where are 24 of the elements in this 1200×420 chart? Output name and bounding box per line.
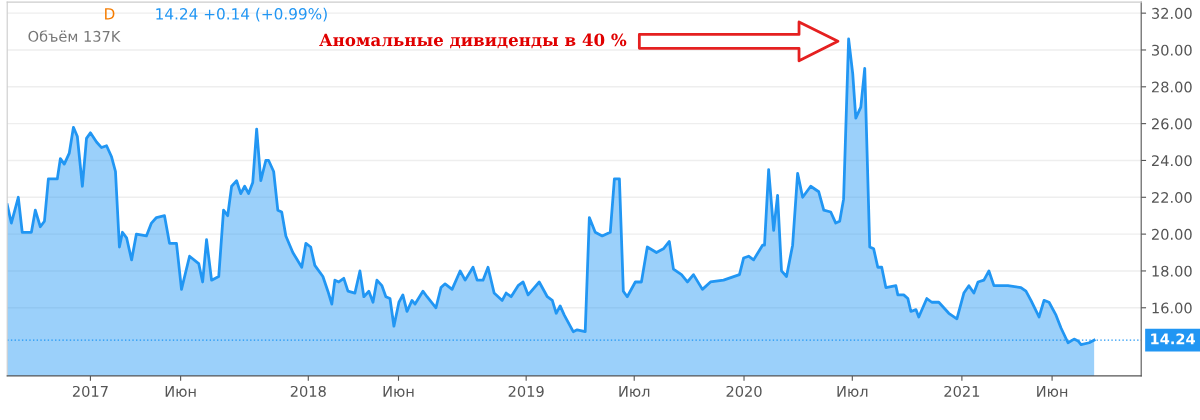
x-tick-label: 2017 [72, 385, 108, 397]
x-tick-label: 2019 [508, 385, 544, 397]
x-tick-label: Июл [837, 386, 868, 397]
x-tick-label: 2021 [944, 385, 980, 397]
x-tick-label: Июл [619, 386, 650, 397]
y-tick-label: 28.00 [1151, 81, 1192, 93]
x-tick-label: 2018 [290, 385, 326, 397]
y-tick-label: 16.00 [1152, 302, 1192, 314]
y-tick-label: 32.00 [1152, 7, 1192, 19]
annotation: Объём 137K [28, 30, 121, 42]
x-tick-label: Июн [165, 386, 196, 397]
annotation: D [105, 8, 115, 20]
y-tick-label: 24.00 [1151, 155, 1192, 167]
annotation: 14.24 +0.14 (+0.99%) [156, 7, 327, 22]
y-tick-label: 22.00 [1151, 192, 1192, 204]
y-tick-label: 26.00 [1151, 118, 1192, 130]
y-tick-label: 20.00 [1151, 228, 1192, 240]
x-tick-label: Июн [383, 386, 414, 397]
y-tick-label: 30.00 [1152, 44, 1192, 56]
y-tick-label: 18.00 [1152, 265, 1192, 277]
x-tick-label: Июн [1037, 386, 1068, 397]
ref-line-label: 14.24 [1151, 333, 1195, 345]
x-tick-label: 2020 [726, 385, 762, 397]
annotation: Аномальные дивиденды в 40 % [319, 33, 627, 49]
